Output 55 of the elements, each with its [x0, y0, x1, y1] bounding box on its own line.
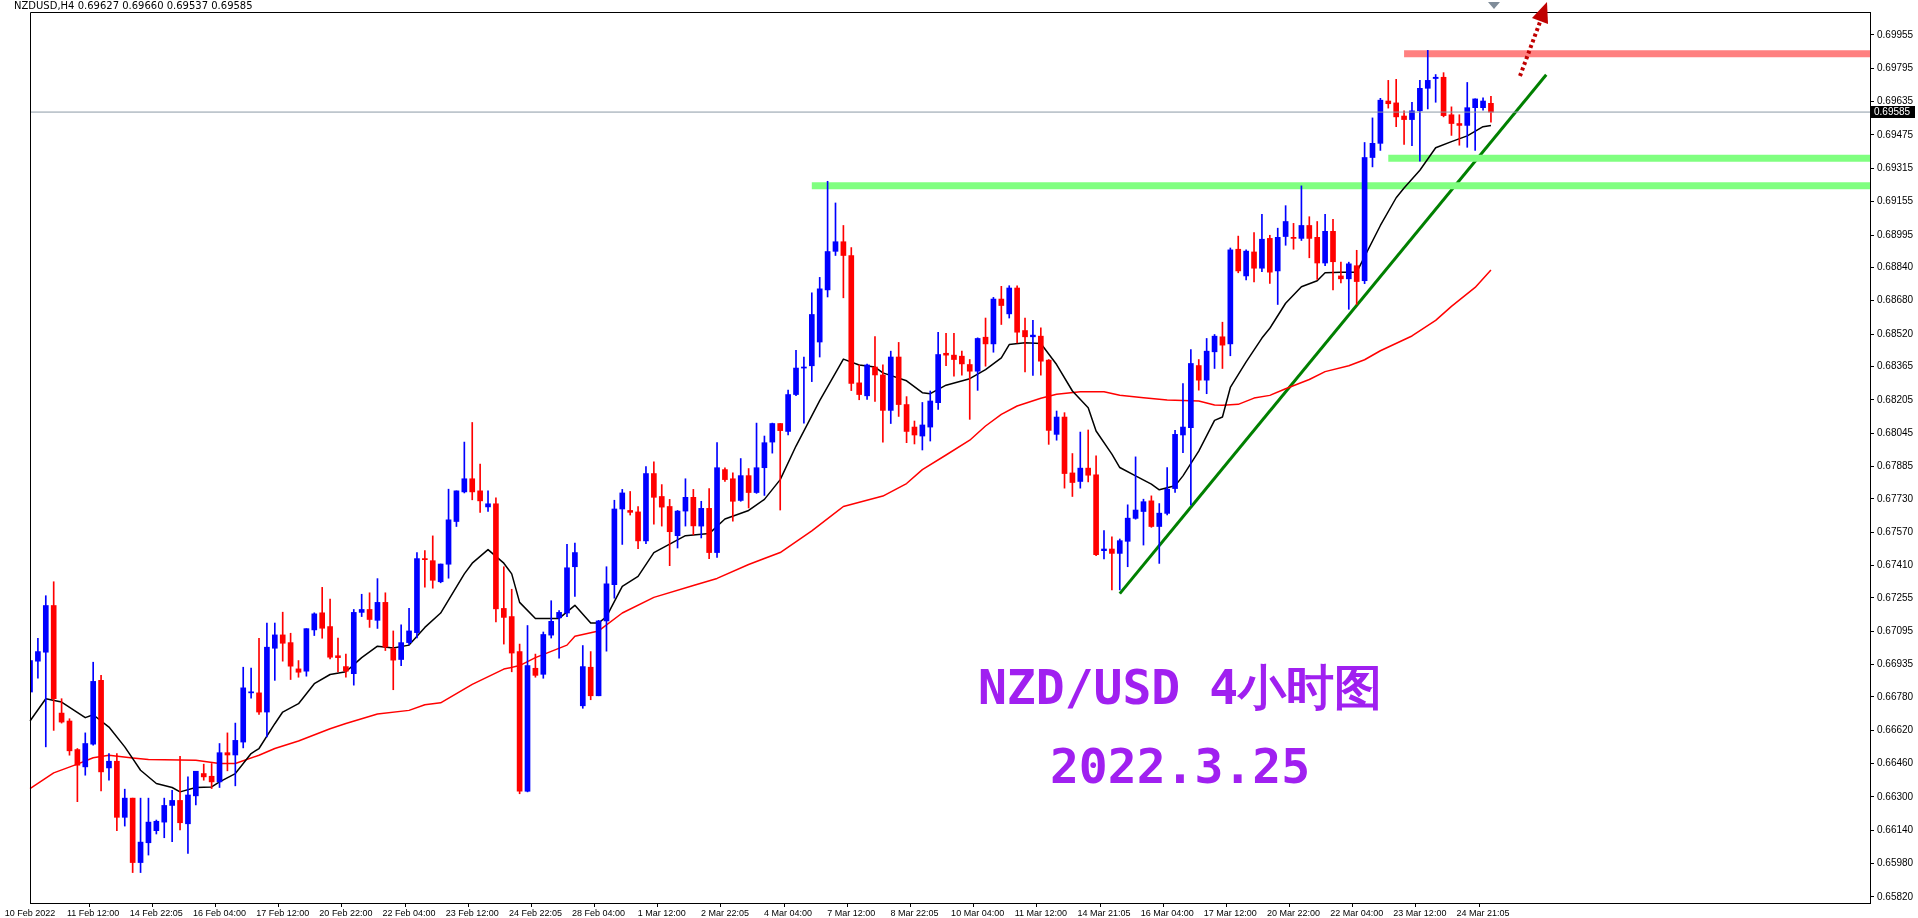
- y-tick-label: 0.67730: [1877, 492, 1914, 504]
- y-tick-label: 0.66460: [1877, 757, 1914, 769]
- x-tick-label: 11 Feb 12:00: [66, 907, 120, 918]
- y-tick-label: 0.68680: [1877, 294, 1914, 306]
- x-tick-label: 10 Feb 2022: [4, 907, 56, 918]
- x-tick-label: 4 Mar 04:00: [764, 907, 813, 918]
- y-tick-label: 0.65980: [1877, 857, 1914, 869]
- y-tick-label: 0.68045: [1877, 426, 1914, 438]
- y-tick-label: 0.66140: [1877, 823, 1914, 835]
- x-tick-label: 17 Feb 12:00: [256, 907, 310, 918]
- x-tick-label: 14 Feb 22:05: [129, 907, 183, 918]
- x-tick-label: 23 Feb 12:00: [445, 907, 499, 918]
- text: NZD/USD 4小时图: [977, 658, 1383, 717]
- y-tick-label: 0.68520: [1877, 327, 1914, 339]
- y-tick-label: 0.68840: [1877, 261, 1914, 273]
- y-tick-label: 0.69315: [1877, 162, 1914, 174]
- text: 2022.3.25: [1049, 738, 1311, 794]
- x-tick-label: 8 Mar 22:05: [890, 907, 939, 918]
- ref-line-label: 0.69585: [1874, 105, 1911, 117]
- x-tick-label: 28 Feb 04:00: [572, 907, 626, 918]
- y-tick-label: 0.67095: [1877, 624, 1914, 636]
- y-tick-label: 0.66780: [1877, 690, 1914, 702]
- y-tick-label: 0.67570: [1877, 525, 1914, 537]
- x-tick-label: 22 Feb 04:00: [382, 907, 436, 918]
- x-tick-label: 11 Mar 12:00: [1014, 907, 1067, 918]
- y-tick-label: 0.68365: [1877, 360, 1914, 372]
- y-tick-label: 0.69795: [1877, 62, 1914, 74]
- x-tick-label: 20 Mar 22:00: [1267, 907, 1321, 918]
- y-tick-label: 0.67255: [1877, 591, 1914, 603]
- x-tick-label: 17 Mar 12:00: [1203, 907, 1257, 918]
- text: NZDUSD,H4 0.69627 0.69660 0.69537 0.69585: [14, 0, 253, 11]
- y-tick-label: 0.68995: [1877, 228, 1914, 240]
- x-tick-label: 24 Mar 21:05: [1456, 907, 1510, 918]
- y-tick-label: 0.69635: [1877, 95, 1914, 107]
- y-tick-label: 0.68205: [1877, 393, 1914, 405]
- x-tick-label: 24 Feb 22:05: [508, 907, 562, 918]
- x-tick-label: 2 Mar 22:05: [700, 907, 749, 918]
- x-tick-label: 20 Feb 22:00: [319, 907, 373, 918]
- x-tick-label: 22 Mar 04:00: [1330, 907, 1384, 918]
- y-tick-label: 0.69155: [1877, 195, 1914, 207]
- y-tick-label: 0.66935: [1877, 658, 1914, 670]
- x-tick-label: 16 Feb 04:00: [193, 907, 247, 918]
- x-tick-label: 23 Mar 12:00: [1393, 907, 1447, 918]
- y-tick-label: 0.67410: [1877, 559, 1914, 571]
- x-tick-label: 7 Mar 12:00: [827, 907, 876, 918]
- y-tick-label: 0.69475: [1877, 128, 1914, 140]
- x-tick-label: 14 Mar 21:05: [1077, 907, 1131, 918]
- x-tick-label: 16 Mar 04:00: [1140, 907, 1194, 918]
- y-tick-label: 0.67885: [1877, 460, 1914, 472]
- x-tick-label: 10 Mar 04:00: [951, 907, 1005, 918]
- x-tick-label: 1 Mar 12:00: [637, 907, 686, 918]
- y-tick-label: 0.65820: [1877, 890, 1914, 902]
- y-tick-label: 0.69955: [1877, 28, 1914, 40]
- y-tick-label: 0.66620: [1877, 723, 1914, 735]
- y-tick-label: 0.66300: [1877, 790, 1914, 802]
